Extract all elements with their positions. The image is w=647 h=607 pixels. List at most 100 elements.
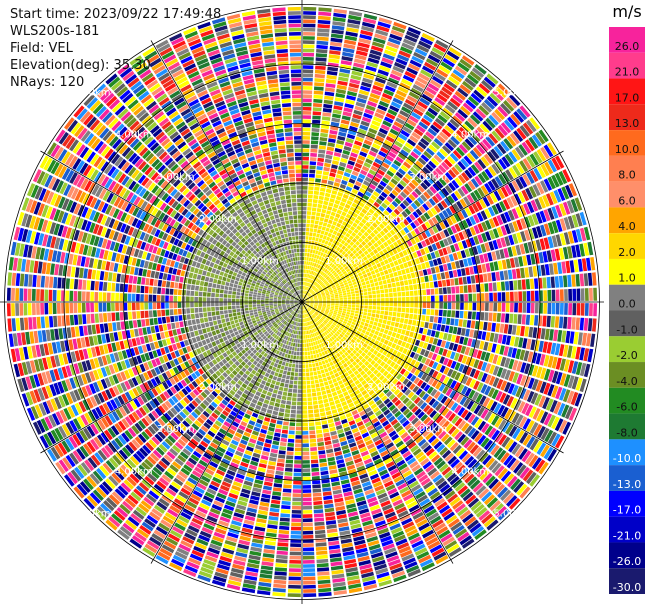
velocity-gate [313, 287, 317, 291]
velocity-gate [563, 232, 570, 245]
velocity-gate [332, 16, 346, 23]
velocity-gate [544, 161, 554, 175]
velocity-gate [310, 376, 314, 381]
velocity-gate [390, 418, 399, 426]
velocity-gate [362, 454, 371, 461]
velocity-gate [328, 352, 333, 357]
velocity-gate [319, 191, 325, 196]
velocity-gate [467, 180, 476, 191]
velocity-gate [505, 423, 514, 435]
velocity-gate [467, 476, 478, 487]
velocity-gate [265, 438, 272, 444]
velocity-gate [341, 179, 348, 186]
velocity-gate [500, 103, 512, 115]
velocity-gate [386, 427, 395, 434]
velocity-gate [387, 268, 393, 274]
velocity-gate [404, 454, 414, 462]
velocity-gate [350, 324, 355, 328]
velocity-gate [476, 284, 481, 293]
velocity-gate [287, 593, 301, 598]
velocity-gate [473, 225, 480, 235]
velocity-gate [414, 257, 421, 265]
velocity-gate [422, 203, 430, 211]
velocity-gate [432, 183, 441, 192]
velocity-gate [343, 297, 348, 300]
velocity-gate [422, 296, 427, 302]
velocity-gate [343, 426, 351, 432]
velocity-gate [383, 438, 392, 446]
velocity-gate [265, 395, 271, 401]
velocity-gate [286, 400, 292, 405]
velocity-gate [347, 388, 354, 394]
velocity-gate [324, 325, 328, 330]
velocity-gate [375, 410, 382, 417]
velocity-gate [380, 147, 389, 154]
velocity-gate [356, 261, 361, 266]
velocity-gate [327, 285, 332, 289]
velocity-gate [494, 127, 505, 139]
velocity-gate [416, 172, 425, 181]
velocity-gate [424, 61, 437, 71]
velocity-gate [380, 124, 390, 131]
velocity-gate [359, 34, 372, 41]
velocity-gate [534, 302, 539, 314]
velocity-gate [237, 469, 246, 476]
velocity-gate [483, 321, 488, 331]
velocity-gate [459, 310, 464, 319]
velocity-gate [336, 509, 347, 516]
velocity-gate [302, 530, 314, 535]
velocity-gate [303, 52, 315, 57]
velocity-gate [334, 281, 339, 285]
velocity-gate [305, 297, 309, 300]
velocity-gate [333, 182, 340, 187]
velocity-gate [416, 76, 428, 86]
velocity-gate [559, 203, 567, 216]
velocity-gate [316, 40, 329, 46]
velocity-gate [318, 330, 322, 334]
velocity-gate [462, 319, 467, 328]
velocity-gate [329, 361, 334, 366]
velocity-gate [306, 282, 309, 287]
velocity-gate [457, 433, 467, 444]
velocity-gate [390, 495, 402, 503]
velocity-gate [443, 219, 450, 228]
velocity-gate [294, 372, 298, 377]
velocity-gate [492, 377, 500, 388]
velocity-gate [398, 133, 408, 141]
velocity-gate [314, 375, 318, 380]
velocity-gate [435, 354, 442, 363]
velocity-gate [347, 210, 354, 216]
velocity-gate [420, 526, 432, 535]
velocity-gate [318, 7, 332, 12]
velocity-gate [340, 286, 345, 289]
velocity-gate [337, 264, 342, 269]
velocity-gate [302, 102, 312, 107]
velocity-gate [434, 97, 446, 106]
velocity-gate [472, 482, 484, 493]
velocity-gate [333, 328, 337, 333]
velocity-gate [333, 290, 338, 294]
velocity-gate [472, 349, 479, 358]
velocity-gate [343, 258, 348, 263]
velocity-gate [497, 334, 503, 344]
velocity-gate [327, 66, 339, 72]
velocity-gate [360, 346, 366, 352]
velocity-gate [340, 157, 348, 164]
velocity-gate [508, 425, 518, 437]
velocity-gate [385, 155, 395, 162]
velocity-gate [404, 285, 409, 291]
velocity-gate [395, 425, 404, 433]
velocity-gate [353, 370, 359, 376]
velocity-gate [458, 467, 469, 478]
velocity-gate [350, 288, 355, 292]
velocity-gate [444, 142, 455, 152]
velocity-gate [428, 144, 438, 153]
velocity-gate [355, 358, 361, 364]
velocity-gate [414, 547, 428, 556]
velocity-gate [479, 452, 489, 463]
velocity-gate [444, 54, 458, 64]
velocity-gate [333, 310, 338, 314]
velocity-gate [402, 324, 408, 330]
velocity-gate [305, 309, 307, 314]
velocity-gate [425, 464, 435, 473]
